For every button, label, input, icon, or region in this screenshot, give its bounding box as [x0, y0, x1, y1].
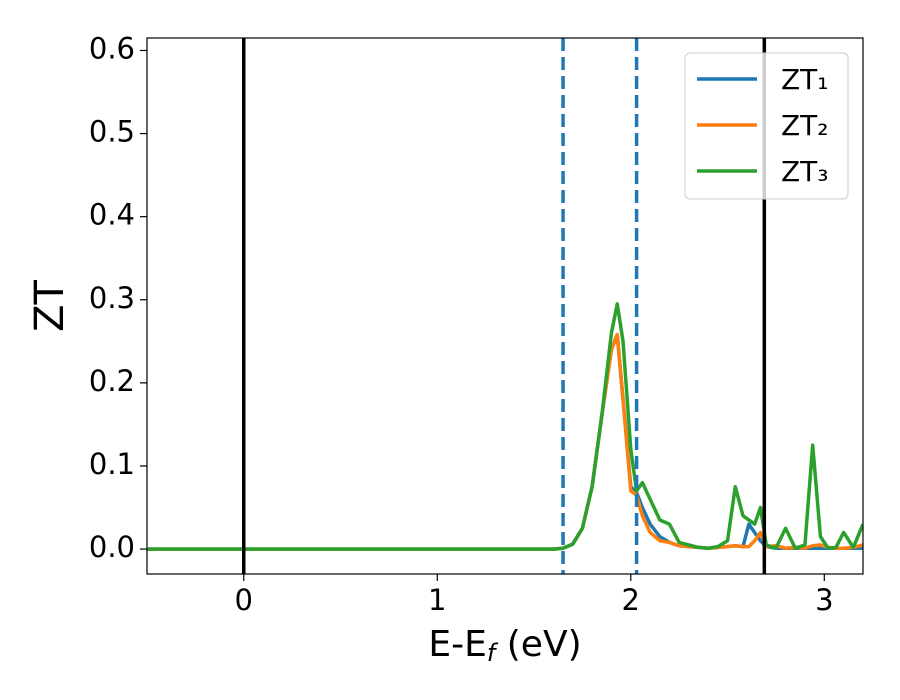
- x-axis-label: E-Ef (eV): [428, 624, 581, 667]
- y-tick-label: 0.3: [89, 281, 135, 315]
- x-tick-label: 1: [428, 583, 446, 617]
- y-tick-label: 0.1: [89, 447, 135, 481]
- series-line: [147, 302, 863, 551]
- y-tick-label: 0.0: [89, 530, 135, 564]
- plot-area: [147, 38, 863, 574]
- legend-label: ZT₁: [781, 63, 829, 96]
- y-tick-label: 0.2: [89, 364, 135, 398]
- x-tick-label: 2: [622, 583, 640, 617]
- y-axis-label: ZT: [27, 280, 73, 332]
- y-tick-label: 0.6: [89, 31, 135, 65]
- y-tick-label: 0.4: [89, 198, 135, 232]
- x-tick-label: 3: [815, 583, 833, 617]
- legend-label: ZT₂: [781, 109, 829, 142]
- y-tick-label: 0.5: [89, 115, 135, 149]
- x-tick-label: 0: [235, 583, 253, 617]
- legend-box: [684, 52, 849, 200]
- plot-frame: [146, 37, 864, 575]
- legend-label: ZT₃: [781, 155, 829, 188]
